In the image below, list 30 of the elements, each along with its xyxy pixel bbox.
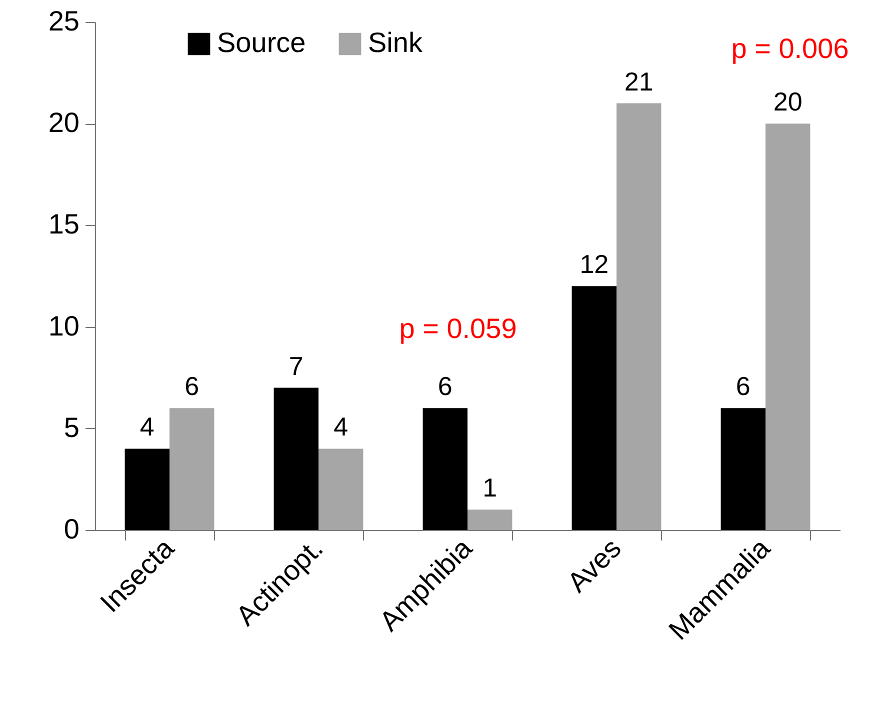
bar [720, 408, 766, 530]
bar [766, 124, 810, 530]
data-label: 21 [624, 66, 654, 96]
y-tick-label: 5 [64, 412, 80, 443]
legend-label: Source [217, 27, 306, 58]
annotation: p = 0.059 [399, 313, 517, 344]
data-label: 6 [438, 371, 452, 402]
y-tick-label: 15 [48, 208, 80, 240]
bar [170, 408, 214, 530]
bar [422, 408, 468, 530]
data-label: 7 [288, 350, 304, 381]
data-label: 6 [736, 371, 750, 402]
data-label: 4 [334, 412, 348, 442]
data-label: 4 [140, 412, 154, 442]
data-label: 6 [184, 371, 200, 402]
data-label: 1 [482, 472, 498, 503]
y-tick-label: 10 [48, 310, 80, 342]
annotation: p = 0.006 [731, 33, 849, 64]
bar [124, 448, 170, 530]
bar [468, 510, 512, 530]
legend-label: Sink [368, 27, 424, 58]
y-tick-label: 0 [64, 514, 80, 544]
bar [572, 286, 616, 530]
bar [318, 448, 364, 530]
y-tick-label: 20 [48, 107, 80, 138]
y-tick-label: 25 [48, 6, 80, 36]
bar [616, 103, 662, 530]
data-label: 20 [773, 86, 802, 117]
bar [274, 388, 318, 530]
data-label: 12 [580, 249, 609, 280]
